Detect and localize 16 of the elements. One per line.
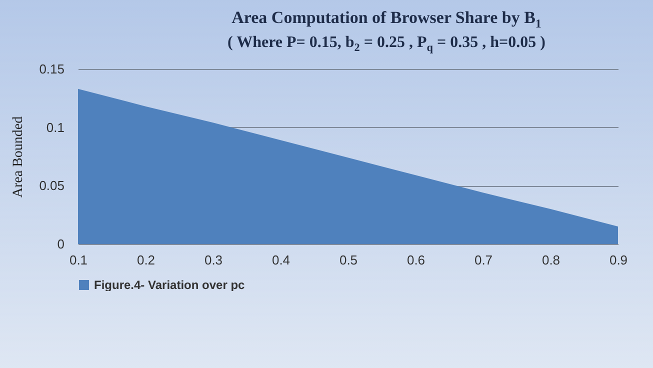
x-tick-label: 0.6 (406, 252, 426, 268)
y-axis-title: Area Bounded (11, 116, 26, 198)
y-tick-label: 0.05 (39, 178, 64, 193)
chart-subtitle: ( Where P= 0.15, b$_{2}$ = 0.25 , P$_{q}$ = 0.35 , h=0.05 ) (226, 33, 546, 57)
y-tick-label: 0.15 (39, 61, 64, 76)
x-tick-label: 0.8 (542, 252, 560, 268)
chart-title: Area Computation of Browser Share by B$_{1}$ (230, 8, 542, 32)
x-tick-label: 0.1 (69, 252, 88, 268)
x-tick-label: 0.5 (339, 252, 358, 268)
x-tick-label: 0.4 (272, 252, 290, 268)
x-tick-label: 0.3 (204, 252, 223, 268)
x-tick-label: 0.2 (136, 252, 156, 268)
y-tick-label: 0 (57, 236, 64, 252)
x-tick-label: 0.7 (474, 252, 493, 268)
x-tick-label: 0.9 (609, 252, 628, 268)
y-tick-label: 0.1 (46, 119, 64, 134)
